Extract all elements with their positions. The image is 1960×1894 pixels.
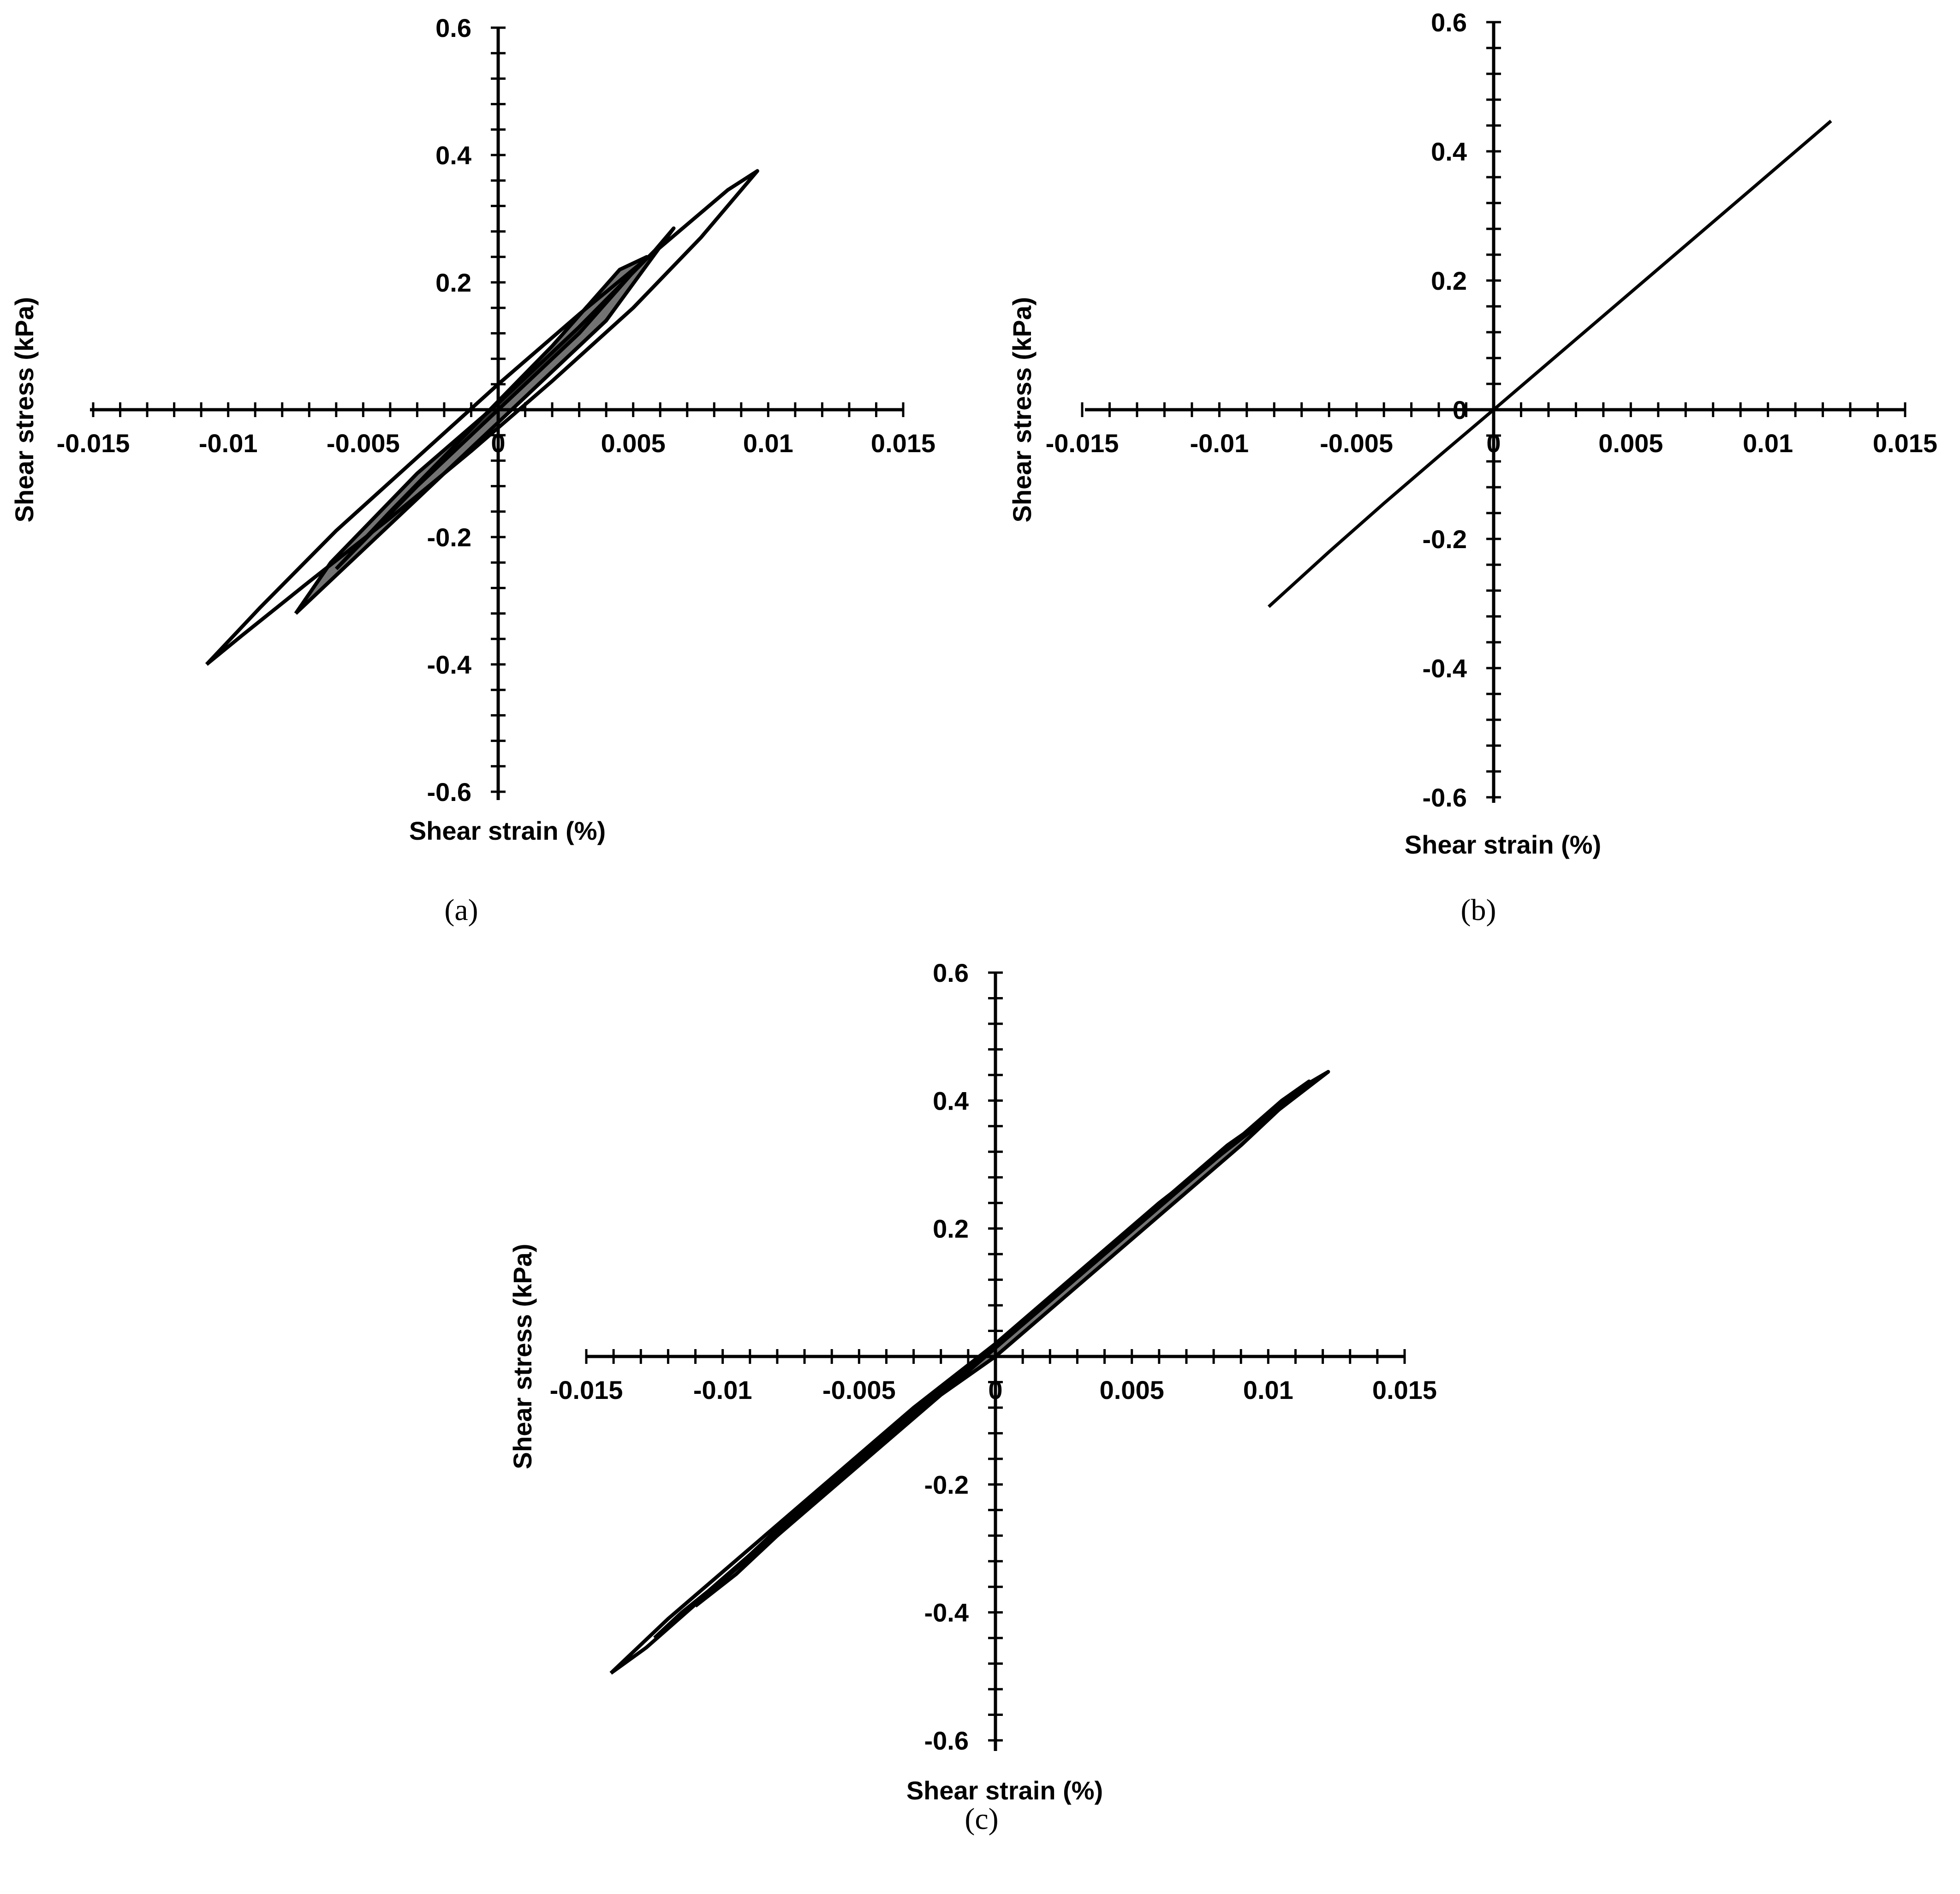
x-tick-label-b: 0.01 xyxy=(1743,429,1793,458)
series-band-c-2 xyxy=(695,1126,1255,1606)
x-axis-title-b: Shear strain (%) xyxy=(1405,830,1601,859)
x-tick-label-b: -0.005 xyxy=(1320,429,1393,458)
caption-a-text: (a) xyxy=(444,893,478,927)
y-tick-label-c: -0.4 xyxy=(924,1598,969,1627)
y-tick-label-c: -0.6 xyxy=(924,1726,969,1755)
x-axis-title-c: Shear strain (%) xyxy=(906,1776,1103,1805)
y-tick-label-c: -0.2 xyxy=(924,1470,969,1499)
y-tick-label-a: 0.2 xyxy=(435,268,471,297)
y-axis-title-b: Shear stress (kPa) xyxy=(1007,297,1037,523)
x-tick-label-a: -0.005 xyxy=(327,429,400,458)
x-tick-label-b: 0.005 xyxy=(1598,429,1663,458)
y-tick-label-b: 0.4 xyxy=(1431,137,1467,166)
y-tick-label-a: -0.4 xyxy=(427,650,472,679)
x-tick-label-c: -0.015 xyxy=(550,1375,623,1404)
y-axis-title-c: Shear stress (kPa) xyxy=(508,1244,537,1470)
y-tick-label-b: -0.4 xyxy=(1423,654,1467,683)
y-tick-label-b: 0.6 xyxy=(1431,8,1467,37)
x-tick-label-a: -0.015 xyxy=(57,429,130,458)
y-tick-label-a: -0.6 xyxy=(427,777,472,807)
x-tick-label-c: 0.01 xyxy=(1243,1375,1293,1404)
x-tick-label-a: -0.01 xyxy=(199,429,258,458)
y-tick-label-b: 0 xyxy=(1453,395,1467,424)
x-tick-label-c: -0.005 xyxy=(822,1375,896,1404)
y-tick-label-b: -0.2 xyxy=(1423,525,1467,554)
series-line-b-0 xyxy=(1268,119,1832,608)
chart-panel-a: -0.015 -0.01 -0.005 0 0.005 0.01 0.015-0.6-0.4… xyxy=(10,13,935,845)
caption-a: (a) xyxy=(444,893,478,928)
x-tick-label-c: 0.015 xyxy=(1372,1375,1437,1404)
caption-c: (c) xyxy=(965,1802,998,1837)
y-tick-label-a: -0.2 xyxy=(427,523,472,552)
chart-panel-c: -0.015 -0.01 -0.005 0 0.005 0.01 0.015 -0.6 -0.4… xyxy=(508,958,1437,1805)
x-tick-label-a: 0.01 xyxy=(743,429,793,458)
x-tick-label-c: 0 xyxy=(988,1375,1002,1404)
y-tick-label-c: 0.6 xyxy=(933,958,969,987)
caption-c-text: (c) xyxy=(965,1802,999,1836)
x-tick-label-c: -0.01 xyxy=(693,1375,752,1404)
y-axis-title-a: Shear stress (kPa) xyxy=(10,297,39,523)
x-tick-label-a: 0.005 xyxy=(601,429,666,458)
chart-panel-b: -0.015 -0.01 -0.005 0 0.005 0.01 0.015 -0.6 -0.4… xyxy=(1007,8,1937,859)
caption-b-text: (b) xyxy=(1460,893,1496,927)
caption-b: (b) xyxy=(1461,893,1496,928)
y-tick-label-a: 0.6 xyxy=(435,13,471,42)
x-tick-label-b: -0.01 xyxy=(1190,429,1249,458)
x-tick-label-b: -0.015 xyxy=(1046,429,1119,458)
x-axis-title-a: Shear strain (%) xyxy=(409,816,606,845)
x-tick-label-b: 0.015 xyxy=(1873,429,1937,458)
x-tick-label-c: 0.005 xyxy=(1100,1375,1164,1404)
series-band-a-2 xyxy=(336,257,647,569)
y-tick-label-c: 0.4 xyxy=(933,1086,969,1115)
y-tick-label-c: 0.2 xyxy=(933,1214,969,1243)
y-tick-label-b: 0.2 xyxy=(1431,266,1467,295)
y-tick-label-b: -0.6 xyxy=(1423,783,1467,812)
x-tick-label-b: 0 xyxy=(1486,429,1501,458)
y-tick-label-a: 0.4 xyxy=(435,141,471,170)
x-tick-label-a: 0.015 xyxy=(871,429,935,458)
